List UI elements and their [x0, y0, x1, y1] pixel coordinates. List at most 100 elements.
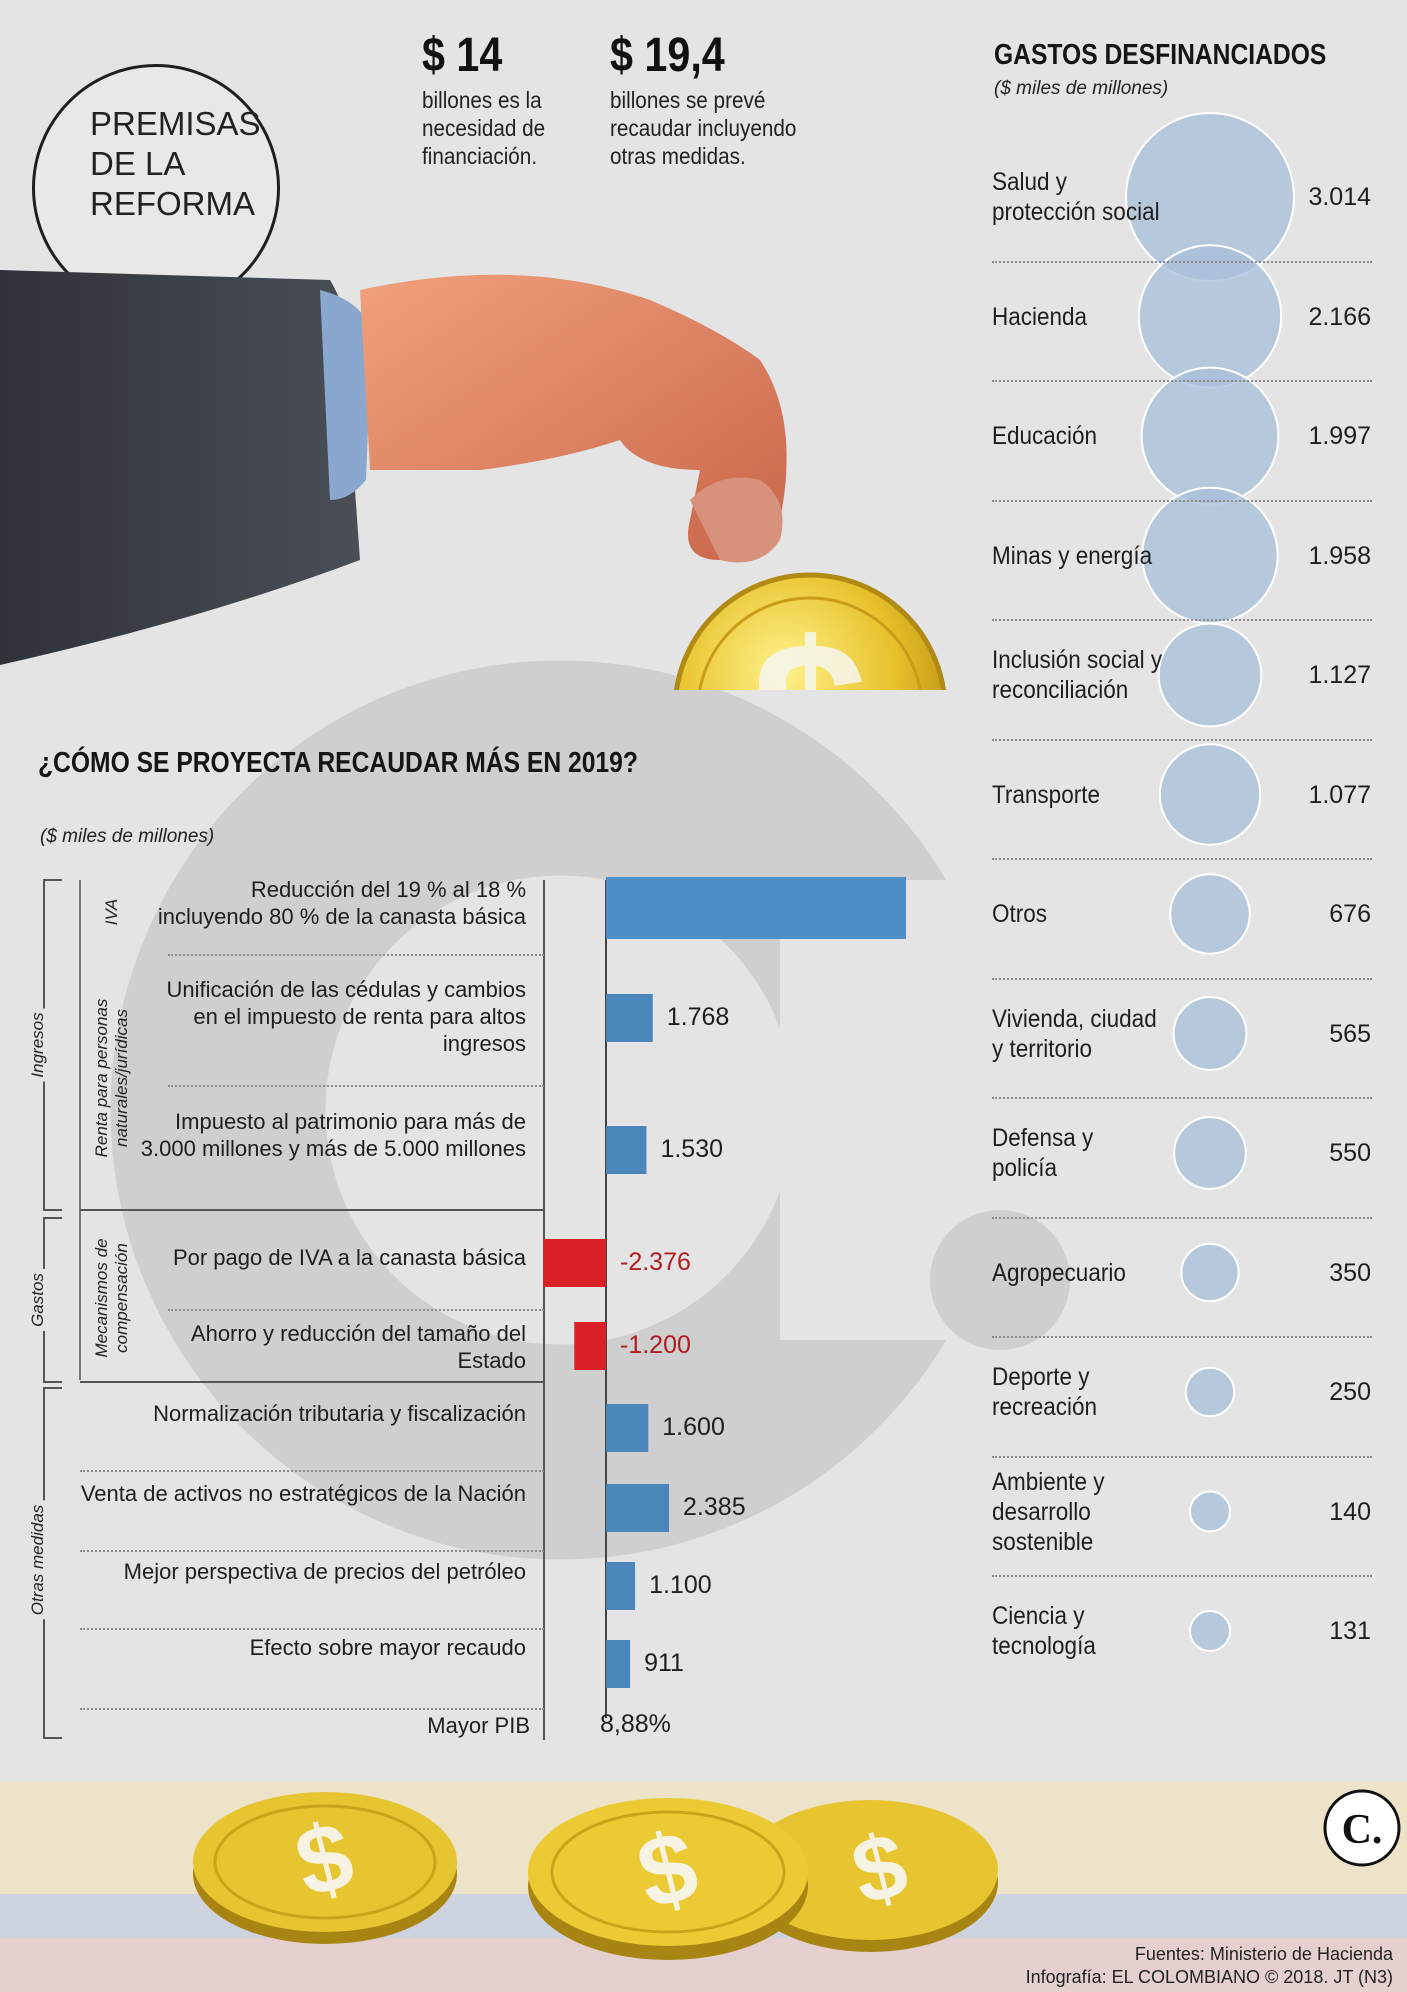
left-chart-title: ¿CÓMO SE PROYECTA RECAUDAR MÁS EN 2019? [38, 747, 638, 779]
category-label: Salud y protección social [992, 168, 1160, 226]
category-value: 565 [1329, 1019, 1371, 1048]
coin-icon [528, 1798, 808, 1960]
footer-band: $ $ $ C. [0, 1782, 1407, 1992]
bar [606, 1562, 636, 1610]
category-value: 1.077 [1308, 780, 1371, 809]
left-chart-unit: ($ miles de millones) [40, 826, 215, 847]
coin-dollar-icon: $ [752, 598, 869, 690]
credit-text: Infografía: EL COLOMBIANO © 2018. JT (N3… [1025, 1967, 1393, 1987]
row-divider [80, 1628, 544, 1630]
bar-value-label: 1.768 [666, 1003, 730, 1031]
row-label: Venta de activos no estratégicos de la N… [80, 1481, 526, 1506]
row-divider [992, 1455, 1372, 1458]
row-label: Reducción del 19 % al 18 % incluyendo 80… [157, 877, 526, 929]
coin-icon [193, 1792, 457, 1944]
bar [543, 1239, 606, 1287]
stat-need-value: $ 14 [422, 29, 503, 82]
category-value: 676 [1329, 900, 1371, 928]
category-label: Minas y energía [992, 541, 1153, 570]
row-label: Por pago de IVA a la canasta básica [172, 1245, 526, 1270]
bar [606, 877, 906, 939]
category-value: 1.127 [1308, 661, 1371, 689]
row-divider [992, 858, 1372, 861]
row-divider [168, 954, 544, 956]
row-divider [80, 1708, 544, 1710]
category-value: 3.014 [1308, 183, 1371, 211]
row-divider [168, 1309, 544, 1311]
bar [574, 1322, 606, 1370]
coin-icon [742, 1800, 998, 1952]
bar-value-label: 1.600 [662, 1413, 725, 1441]
category-label: Inclusión social y reconciliación [992, 646, 1163, 704]
row-divider [168, 1085, 544, 1087]
category-label: Defensa y policía [992, 1124, 1094, 1182]
bar-value-label: 2.385 [683, 1493, 746, 1521]
row-divider [80, 1470, 544, 1472]
category-value: 350 [1329, 1258, 1371, 1287]
row-label: Efecto sobre mayor recaudo [249, 1635, 526, 1660]
row-divider [992, 1216, 1372, 1219]
bubble [1173, 1116, 1247, 1190]
bar-value-label: 911 [644, 1649, 684, 1677]
row-label: Mejor perspectiva de precios del petróle… [123, 1559, 526, 1584]
category-label: Ambiente y desarrollo sostenible [992, 1467, 1105, 1556]
category-value: 250 [1329, 1378, 1371, 1406]
row-divider [992, 1097, 1372, 1100]
category-value: 1.997 [1308, 422, 1371, 450]
bar [606, 1404, 649, 1452]
row-divider [992, 1336, 1372, 1339]
bubble [1172, 996, 1248, 1071]
category-label: Otros [992, 900, 1048, 928]
bar [606, 1484, 670, 1532]
row-label: Impuesto al patrimonio para más de 3.000… [140, 1109, 526, 1161]
stat-collect-value: $ 19,4 [610, 29, 725, 82]
bubble [1169, 873, 1251, 955]
premisas-circle [32, 64, 280, 312]
bar-value-label: -1.200 [620, 1331, 691, 1359]
row-label: Normalización tributaria y fiscalización [153, 1401, 526, 1426]
category-label: Agropecuario [992, 1258, 1126, 1287]
bar-value-label: -2.376 [620, 1248, 691, 1276]
category-label: Deporte y recreación [992, 1363, 1098, 1421]
category-value: 550 [1329, 1139, 1371, 1167]
footer-sources: Fuentes: Ministerio de Hacienda Infograf… [1026, 1943, 1393, 1989]
row-divider [992, 619, 1372, 622]
bubble [1189, 1610, 1231, 1652]
row-divider [992, 380, 1372, 383]
bar [606, 1640, 631, 1688]
row-label: Ahorro y reducción del tamaño del Estado [190, 1321, 526, 1373]
bubble [1180, 1242, 1240, 1303]
bubble [1184, 1366, 1236, 1418]
category-label: Vivienda, ciudad y territorio [992, 1004, 1157, 1063]
el-colombiano-logo [1323, 1789, 1401, 1867]
sources-text: Fuentes: Ministerio de Hacienda [1134, 1944, 1393, 1964]
bar-value-label: 1.530 [660, 1135, 723, 1163]
row-label: Unificación de las cédulas y cambios en … [166, 977, 526, 1056]
row-divider [992, 260, 1372, 263]
category-value: 131 [1329, 1617, 1371, 1645]
category-label: Educación [992, 422, 1098, 450]
bubble [1157, 622, 1263, 728]
bubble [1189, 1490, 1231, 1533]
row-divider [992, 1575, 1372, 1578]
logo-letter: C. [1342, 1807, 1383, 1853]
hand-illustration: $ [0, 270, 946, 690]
row-divider [992, 977, 1372, 980]
category-label: Transporte [992, 780, 1100, 809]
category-value: 140 [1329, 1497, 1371, 1526]
right-chart-title: GASTOS DESFINANCIADOS [994, 39, 1327, 71]
bubble [1158, 743, 1262, 846]
row-divider [80, 1550, 544, 1552]
stat-collect-desc: billones se prevé recaudar incluyendo ot… [610, 87, 797, 169]
category-value: 2.166 [1308, 302, 1371, 331]
value-mayor-pib: 8,88% [600, 1710, 671, 1738]
row-divider [992, 499, 1372, 502]
bar-value-label: 1.100 [649, 1571, 712, 1599]
row-divider [992, 738, 1372, 741]
right-chart-unit: ($ miles de millones) [994, 78, 1169, 99]
bar [606, 1126, 647, 1174]
row-label-mayor-pib: Mayor PIB [427, 1713, 530, 1738]
